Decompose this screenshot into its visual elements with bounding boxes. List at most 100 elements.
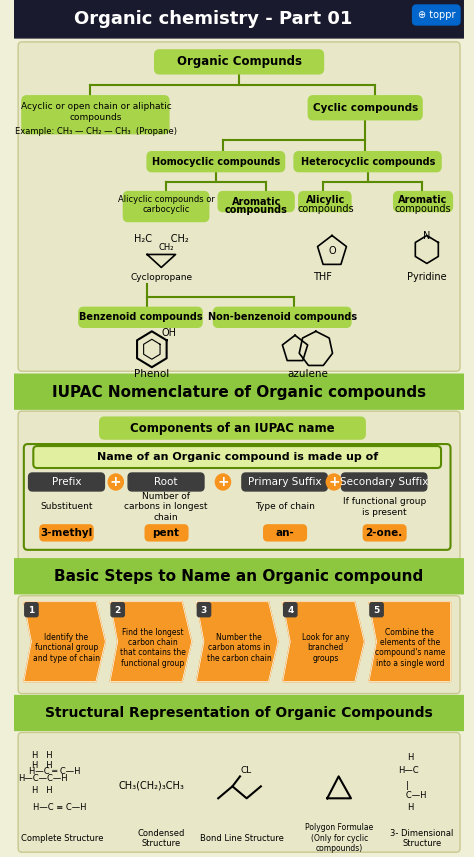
Text: an-: an- — [275, 528, 294, 538]
Text: Complete Structure: Complete Structure — [20, 834, 103, 842]
Text: Condensed
Structure: Condensed Structure — [137, 829, 185, 848]
Text: Number the
carbon atoms in
the carbon chain: Number the carbon atoms in the carbon ch… — [207, 632, 272, 662]
Text: 5: 5 — [374, 606, 380, 615]
Text: azulene: azulene — [288, 369, 329, 379]
FancyBboxPatch shape — [14, 559, 464, 594]
Text: +: + — [110, 475, 122, 489]
Text: Name of an Organic compound is made up of: Name of an Organic compound is made up o… — [97, 452, 378, 462]
FancyBboxPatch shape — [412, 5, 460, 25]
Text: Substituent: Substituent — [40, 502, 93, 512]
Text: Find the longest
carbon chain
that contains the
functional group: Find the longest carbon chain that conta… — [120, 627, 186, 668]
Text: Bond Line Structure: Bond Line Structure — [200, 834, 284, 842]
FancyBboxPatch shape — [393, 192, 452, 212]
Text: H—C: H—C — [398, 766, 419, 776]
Circle shape — [326, 474, 341, 490]
FancyBboxPatch shape — [79, 308, 202, 327]
Text: Aromatic: Aromatic — [231, 196, 281, 207]
FancyBboxPatch shape — [294, 152, 441, 171]
Text: H   H: H H — [33, 752, 53, 760]
FancyBboxPatch shape — [14, 375, 464, 409]
FancyBboxPatch shape — [213, 308, 351, 327]
Text: CL: CL — [240, 766, 251, 776]
Text: Identify the
functional group
and type of chain: Identify the functional group and type o… — [33, 632, 100, 662]
FancyBboxPatch shape — [145, 524, 188, 541]
Text: THF: THF — [313, 273, 332, 283]
Text: H—C ≡ C—H: H—C ≡ C—H — [33, 803, 87, 812]
Text: compounds: compounds — [70, 113, 122, 123]
Text: Acyclic or open chain or aliphatic: Acyclic or open chain or aliphatic — [20, 102, 171, 111]
FancyBboxPatch shape — [155, 50, 323, 74]
Text: Secondary Suffix: Secondary Suffix — [340, 477, 428, 487]
Text: 4: 4 — [287, 606, 293, 615]
Text: H₂C      CH₂: H₂C CH₂ — [134, 235, 189, 244]
Text: Non-benzenoid compounds: Non-benzenoid compounds — [208, 312, 357, 322]
Text: C—H: C—H — [398, 791, 427, 800]
Circle shape — [108, 474, 123, 490]
Text: Polygon Formulae
(Only for cyclic
compounds): Polygon Formulae (Only for cyclic compou… — [305, 824, 374, 853]
Polygon shape — [369, 602, 450, 681]
Text: Structural Representation of Organic Compounds: Structural Representation of Organic Com… — [45, 706, 433, 721]
Text: H: H — [408, 753, 414, 763]
Text: H—C ═ C—H: H—C ═ C—H — [28, 767, 80, 776]
FancyBboxPatch shape — [28, 473, 104, 491]
Text: 3: 3 — [201, 606, 207, 615]
Circle shape — [215, 474, 230, 490]
Text: +: + — [328, 475, 340, 489]
Text: H   H: H H — [33, 761, 53, 770]
FancyBboxPatch shape — [18, 411, 460, 560]
Text: Example: CH₃ — CH₂ — CH₃  (Propane): Example: CH₃ — CH₂ — CH₃ (Propane) — [15, 127, 177, 136]
Text: Organic Compunds: Organic Compunds — [177, 56, 301, 69]
Text: Alicyclic compounds or: Alicyclic compounds or — [118, 195, 215, 204]
FancyBboxPatch shape — [22, 96, 169, 134]
Polygon shape — [24, 602, 105, 681]
Polygon shape — [283, 602, 364, 681]
Text: Cyclopropane: Cyclopropane — [130, 273, 192, 282]
Text: H—C—C—H: H—C—C—H — [18, 775, 68, 783]
Text: Cyclic compounds: Cyclic compounds — [312, 103, 418, 113]
Text: Homocyclic compounds: Homocyclic compounds — [152, 157, 281, 166]
Text: 3- Dimensional
Structure: 3- Dimensional Structure — [391, 829, 454, 848]
FancyBboxPatch shape — [14, 696, 464, 730]
FancyBboxPatch shape — [123, 192, 209, 221]
FancyBboxPatch shape — [299, 192, 351, 212]
Text: |: | — [406, 782, 409, 790]
FancyBboxPatch shape — [18, 596, 460, 693]
FancyBboxPatch shape — [264, 524, 306, 541]
FancyBboxPatch shape — [111, 602, 124, 617]
FancyBboxPatch shape — [18, 733, 460, 852]
FancyBboxPatch shape — [197, 602, 210, 617]
Text: Pyridine: Pyridine — [407, 273, 447, 283]
Text: 2: 2 — [115, 606, 121, 615]
FancyBboxPatch shape — [363, 524, 406, 541]
FancyBboxPatch shape — [370, 602, 383, 617]
Text: Components of an IUPAC name: Components of an IUPAC name — [130, 422, 335, 434]
FancyBboxPatch shape — [40, 524, 93, 541]
FancyBboxPatch shape — [218, 192, 294, 212]
FancyBboxPatch shape — [128, 473, 204, 491]
Text: O: O — [328, 247, 336, 256]
Text: Combine the
elements of the
compound's name
into a single word: Combine the elements of the compound's n… — [374, 627, 445, 668]
FancyBboxPatch shape — [283, 602, 297, 617]
FancyBboxPatch shape — [100, 417, 365, 439]
Text: Phenol: Phenol — [134, 369, 170, 379]
Text: 3-methyl: 3-methyl — [40, 528, 92, 538]
FancyBboxPatch shape — [242, 473, 327, 491]
Text: If functional group
is present: If functional group is present — [343, 497, 426, 517]
Text: Prefix: Prefix — [52, 477, 81, 487]
Text: 1: 1 — [28, 606, 35, 615]
Text: pent: pent — [153, 528, 180, 538]
Text: +: + — [217, 475, 229, 489]
Text: Root: Root — [155, 477, 178, 487]
Text: Primary Suffix: Primary Suffix — [248, 477, 321, 487]
Text: Heterocyclic compounds: Heterocyclic compounds — [301, 157, 435, 166]
Text: CH₃(CH₂)₃CH₃: CH₃(CH₂)₃CH₃ — [119, 781, 185, 790]
Text: H   H: H H — [33, 787, 53, 795]
Text: compounds: compounds — [225, 205, 288, 214]
Text: ⊕ toppr: ⊕ toppr — [418, 10, 455, 20]
Text: Type of chain: Type of chain — [255, 502, 315, 512]
Text: Benzenoid compounds: Benzenoid compounds — [79, 312, 202, 322]
Text: OH: OH — [162, 328, 176, 339]
FancyBboxPatch shape — [18, 42, 460, 371]
Text: CH₂: CH₂ — [158, 243, 174, 252]
FancyBboxPatch shape — [341, 473, 427, 491]
